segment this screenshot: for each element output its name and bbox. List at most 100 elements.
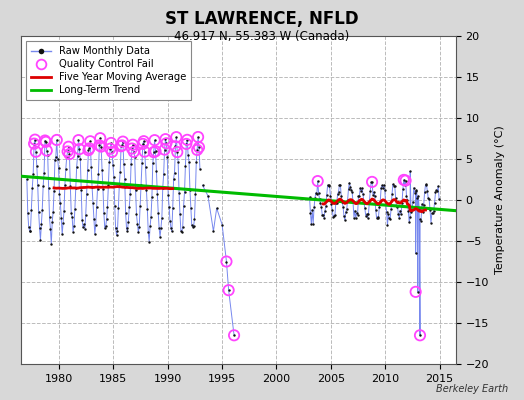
Point	[356, 185, 365, 191]
Point	[339, 204, 347, 210]
Point	[346, 184, 355, 190]
Point	[375, 204, 384, 210]
Point	[144, 229, 152, 235]
Point	[410, 189, 419, 196]
Point	[106, 146, 114, 152]
Point	[156, 234, 164, 240]
Point	[400, 182, 409, 188]
Point	[330, 212, 338, 219]
Point	[83, 167, 92, 174]
Point	[38, 206, 47, 213]
Point	[150, 137, 159, 143]
Point	[129, 149, 138, 155]
Point	[189, 224, 197, 230]
Point	[420, 202, 428, 208]
Point	[36, 237, 45, 243]
Point	[107, 140, 115, 146]
Point	[53, 156, 62, 162]
Point	[30, 140, 38, 147]
Point	[172, 134, 181, 140]
Point	[71, 206, 79, 212]
Point	[185, 159, 193, 165]
Point	[337, 193, 345, 200]
Point	[376, 198, 385, 205]
Point	[390, 182, 399, 189]
Point	[367, 179, 375, 186]
Point	[307, 221, 315, 228]
Point	[41, 137, 49, 144]
Point	[177, 228, 185, 234]
Point	[172, 134, 181, 140]
Point	[400, 177, 408, 183]
Point	[397, 210, 405, 217]
Point	[179, 202, 188, 209]
Point	[49, 209, 57, 216]
Point	[124, 218, 133, 225]
Point	[184, 152, 192, 158]
Point	[380, 186, 389, 193]
Point	[34, 182, 42, 188]
Point	[411, 188, 420, 194]
Point	[195, 144, 203, 150]
Point	[325, 182, 334, 189]
Point	[224, 287, 233, 294]
Point	[42, 147, 51, 154]
Point	[82, 212, 90, 218]
Point	[141, 164, 150, 170]
Text: Berkeley Earth: Berkeley Earth	[436, 384, 508, 394]
Point	[193, 147, 201, 153]
Point	[147, 214, 155, 220]
Point	[404, 207, 412, 214]
Point	[146, 223, 154, 230]
Point	[84, 147, 93, 153]
Point	[391, 195, 400, 201]
Point	[160, 146, 169, 153]
Point	[76, 156, 84, 162]
Point	[95, 142, 104, 149]
Point	[122, 209, 130, 216]
Point	[113, 228, 122, 234]
Point	[340, 213, 348, 220]
Point	[143, 206, 151, 212]
Point	[352, 215, 360, 221]
Point	[90, 216, 98, 222]
Point	[97, 143, 105, 150]
Point	[381, 201, 390, 207]
Point	[323, 192, 331, 198]
Point	[152, 168, 161, 174]
Point	[69, 228, 77, 235]
Point	[393, 203, 401, 210]
Point	[133, 220, 141, 227]
Point	[354, 193, 363, 200]
Point	[42, 147, 51, 154]
Point	[111, 203, 119, 209]
Point	[306, 210, 314, 216]
Point	[387, 206, 395, 212]
Point	[171, 143, 180, 150]
Point	[351, 208, 359, 214]
Point	[314, 190, 323, 196]
Point	[420, 189, 429, 195]
Point	[416, 216, 424, 222]
Point	[60, 208, 68, 214]
Point	[52, 137, 61, 143]
Point	[199, 182, 207, 188]
Point	[194, 134, 202, 140]
Point	[63, 148, 72, 155]
Point	[118, 142, 126, 149]
Point	[97, 143, 105, 150]
Point	[115, 182, 124, 189]
Point	[370, 192, 379, 199]
Point	[310, 204, 318, 210]
Point	[151, 148, 160, 154]
Text: ST LAWRENCE, NFLD: ST LAWRENCE, NFLD	[165, 10, 359, 28]
Point	[119, 161, 128, 168]
Point	[140, 148, 149, 155]
Point	[401, 177, 410, 184]
Point	[136, 203, 144, 210]
Point	[317, 204, 325, 210]
Point	[389, 181, 397, 188]
Point	[380, 182, 388, 188]
Point	[218, 222, 226, 228]
Point	[423, 188, 432, 194]
